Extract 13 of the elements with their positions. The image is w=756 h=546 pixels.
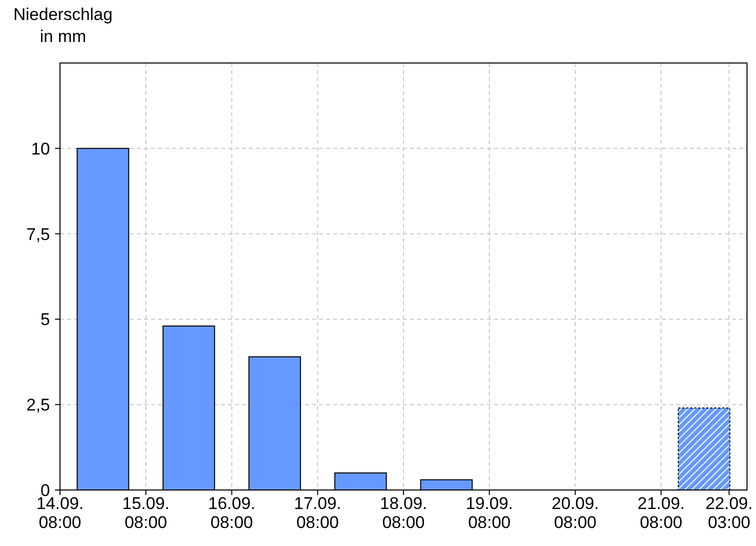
y-tick-label: 7,5 [26, 224, 50, 244]
x-tick-label: 16.09. 08:00 [208, 494, 256, 532]
x-tick-label: 21.09. 08:00 [637, 494, 685, 532]
y-tick-label: 10 [31, 139, 50, 158]
x-tick-label: 18.09. 08:00 [380, 494, 428, 532]
y-tick-label: 2,5 [26, 396, 50, 415]
y-axis-title: Niederschlag in mm [13, 5, 113, 46]
x-tick-label: 15.09. 08:00 [122, 494, 170, 532]
x-tick-label: 19.09. 08:00 [466, 494, 514, 532]
x-tick-label: 17.09. 08:00 [294, 494, 342, 532]
y-tick-label: 5 [40, 310, 50, 330]
x-tick-label: 20.09. 08:00 [552, 494, 599, 532]
x-tick-label: 22.09. 03:00 [705, 494, 753, 532]
